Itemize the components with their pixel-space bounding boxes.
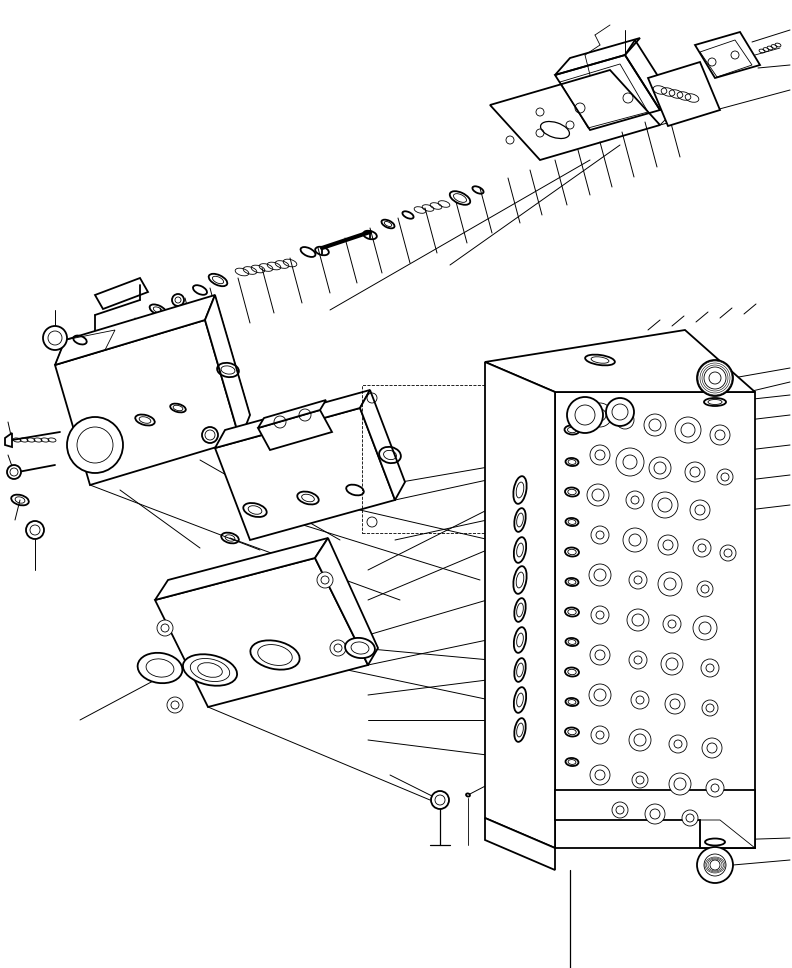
Bar: [362, 385, 557, 533]
Circle shape: [632, 772, 648, 788]
Circle shape: [591, 726, 609, 744]
Ellipse shape: [257, 645, 292, 665]
Circle shape: [587, 484, 609, 506]
Circle shape: [704, 854, 726, 876]
Circle shape: [652, 492, 678, 518]
Circle shape: [669, 735, 687, 753]
Polygon shape: [485, 818, 555, 870]
Circle shape: [167, 697, 183, 713]
Polygon shape: [258, 410, 332, 450]
Polygon shape: [5, 433, 12, 447]
Polygon shape: [215, 390, 370, 448]
Circle shape: [616, 448, 644, 476]
Circle shape: [649, 457, 671, 479]
Circle shape: [43, 326, 67, 350]
Circle shape: [682, 810, 698, 826]
Polygon shape: [215, 408, 395, 540]
Circle shape: [697, 581, 713, 597]
Circle shape: [663, 615, 681, 633]
Polygon shape: [485, 330, 755, 392]
Circle shape: [658, 535, 678, 555]
Circle shape: [330, 640, 346, 656]
Circle shape: [720, 545, 736, 561]
Circle shape: [589, 684, 611, 706]
Circle shape: [77, 427, 113, 463]
Circle shape: [631, 691, 649, 709]
Polygon shape: [258, 400, 326, 428]
Circle shape: [658, 572, 682, 596]
Circle shape: [690, 500, 710, 520]
Circle shape: [702, 738, 722, 758]
Circle shape: [710, 425, 730, 445]
Circle shape: [591, 606, 609, 624]
Ellipse shape: [250, 641, 299, 670]
Circle shape: [697, 360, 733, 396]
Circle shape: [675, 417, 701, 443]
Circle shape: [588, 403, 612, 427]
Polygon shape: [555, 790, 755, 848]
Ellipse shape: [466, 794, 470, 797]
Circle shape: [627, 609, 649, 631]
Circle shape: [661, 653, 683, 675]
Circle shape: [665, 694, 685, 714]
Polygon shape: [360, 390, 405, 500]
Circle shape: [645, 804, 665, 824]
Circle shape: [623, 528, 647, 552]
Circle shape: [693, 539, 711, 557]
Polygon shape: [55, 295, 215, 365]
Circle shape: [693, 616, 717, 640]
Circle shape: [616, 411, 634, 429]
Circle shape: [567, 397, 603, 433]
Ellipse shape: [183, 654, 237, 685]
Circle shape: [7, 465, 21, 479]
Circle shape: [590, 445, 610, 465]
Circle shape: [26, 521, 44, 539]
Circle shape: [697, 847, 733, 883]
Ellipse shape: [450, 192, 470, 205]
Ellipse shape: [345, 638, 375, 658]
Polygon shape: [205, 295, 250, 440]
Polygon shape: [648, 62, 720, 126]
Polygon shape: [155, 558, 368, 707]
Circle shape: [606, 398, 634, 426]
Circle shape: [626, 491, 644, 509]
Circle shape: [644, 414, 666, 436]
Circle shape: [702, 700, 718, 716]
Circle shape: [67, 417, 123, 473]
Polygon shape: [55, 320, 240, 485]
Circle shape: [591, 526, 609, 544]
Circle shape: [590, 765, 610, 785]
Polygon shape: [485, 362, 555, 848]
Circle shape: [706, 779, 724, 797]
Circle shape: [685, 462, 705, 482]
Circle shape: [701, 659, 719, 677]
Circle shape: [589, 564, 611, 586]
Circle shape: [317, 572, 333, 588]
Circle shape: [612, 802, 628, 818]
Circle shape: [704, 367, 726, 389]
Polygon shape: [155, 538, 328, 600]
Circle shape: [431, 791, 449, 809]
Circle shape: [629, 571, 647, 589]
Circle shape: [669, 773, 691, 795]
Circle shape: [629, 729, 651, 751]
Polygon shape: [555, 392, 755, 848]
Polygon shape: [315, 538, 378, 665]
Circle shape: [590, 645, 610, 665]
Ellipse shape: [138, 652, 182, 683]
Ellipse shape: [198, 663, 223, 678]
Ellipse shape: [190, 658, 230, 681]
Circle shape: [629, 651, 647, 669]
Circle shape: [157, 620, 173, 636]
Circle shape: [717, 469, 733, 485]
